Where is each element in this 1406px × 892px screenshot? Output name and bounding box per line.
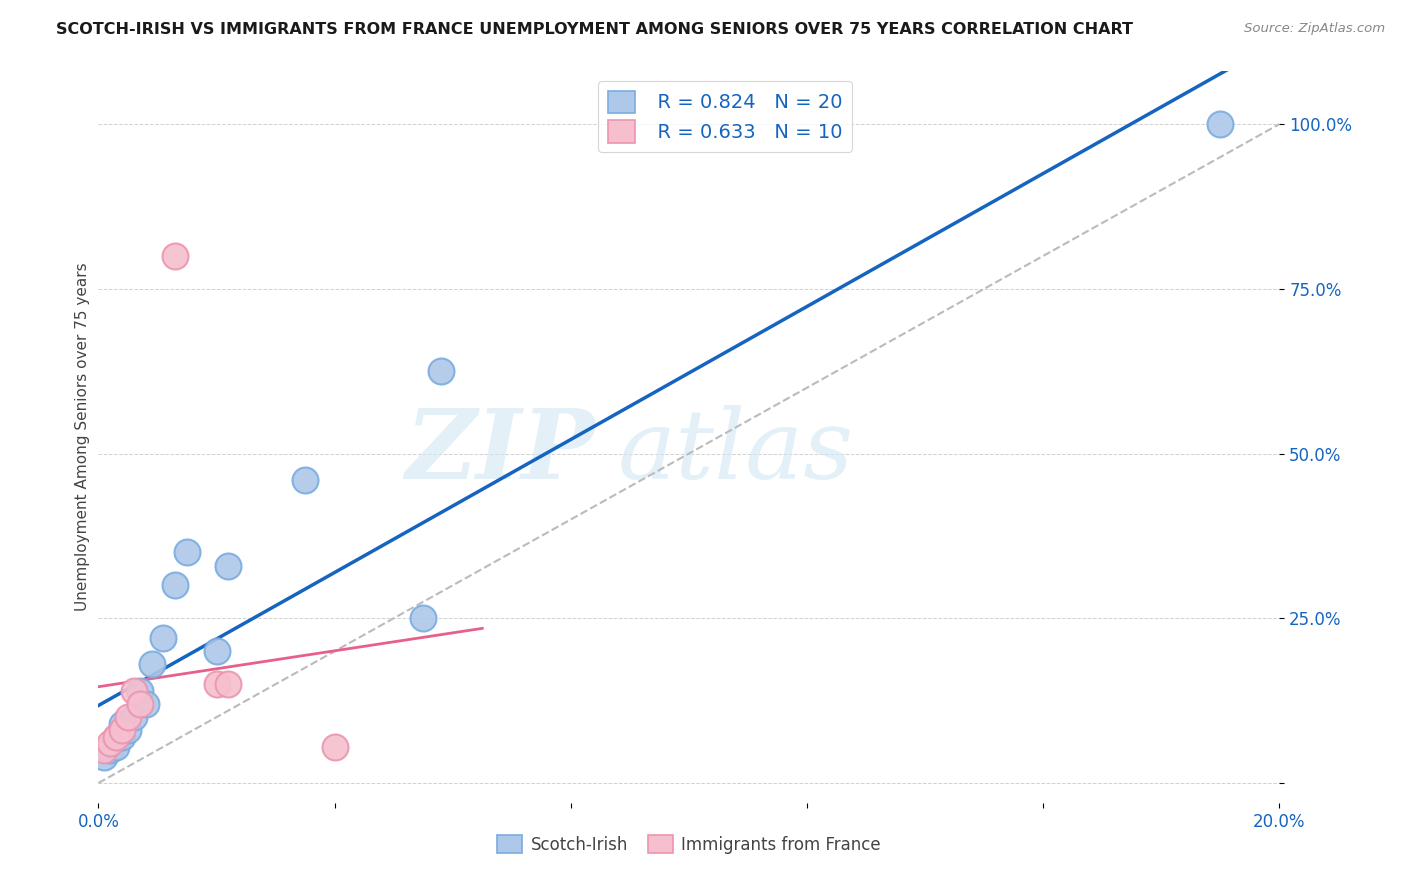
Point bbox=[1209, 117, 1232, 131]
Point bbox=[165, 578, 187, 592]
Point bbox=[176, 545, 198, 559]
Point bbox=[122, 683, 145, 698]
Point bbox=[141, 657, 163, 672]
Point bbox=[122, 710, 145, 724]
Point bbox=[205, 677, 228, 691]
Text: SCOTCH-IRISH VS IMMIGRANTS FROM FRANCE UNEMPLOYMENT AMONG SENIORS OVER 75 YEARS : SCOTCH-IRISH VS IMMIGRANTS FROM FRANCE U… bbox=[56, 22, 1133, 37]
Point bbox=[93, 749, 115, 764]
Point bbox=[105, 739, 128, 754]
Point bbox=[105, 730, 128, 744]
Point bbox=[117, 723, 139, 738]
Point bbox=[117, 710, 139, 724]
Point bbox=[217, 558, 239, 573]
Point bbox=[323, 739, 346, 754]
Text: atlas: atlas bbox=[619, 405, 855, 499]
Text: ZIP: ZIP bbox=[405, 405, 595, 499]
Point bbox=[98, 737, 121, 751]
Legend: Scotch-Irish, Immigrants from France: Scotch-Irish, Immigrants from France bbox=[491, 829, 887, 860]
Point bbox=[205, 644, 228, 658]
Point bbox=[128, 697, 150, 711]
Point bbox=[93, 743, 115, 757]
Y-axis label: Unemployment Among Seniors over 75 years: Unemployment Among Seniors over 75 years bbox=[75, 263, 90, 611]
Point bbox=[98, 743, 121, 757]
Point bbox=[135, 697, 157, 711]
Point bbox=[111, 716, 134, 731]
Point bbox=[165, 249, 187, 263]
Point bbox=[430, 364, 453, 378]
Point bbox=[105, 730, 128, 744]
Point bbox=[111, 723, 134, 738]
Point bbox=[217, 677, 239, 691]
Point bbox=[294, 473, 316, 487]
Point bbox=[412, 611, 434, 625]
Point bbox=[128, 683, 150, 698]
Text: Source: ZipAtlas.com: Source: ZipAtlas.com bbox=[1244, 22, 1385, 36]
Point bbox=[111, 730, 134, 744]
Point bbox=[152, 631, 174, 645]
